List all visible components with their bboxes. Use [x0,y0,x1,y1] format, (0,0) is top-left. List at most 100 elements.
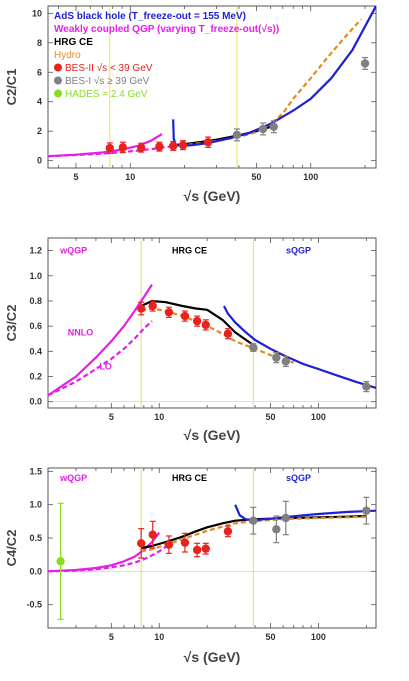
point-marker [203,138,213,147]
point-marker [56,557,65,566]
x-tick-label: 100 [311,412,326,422]
data-point-6 [201,319,210,331]
data-point-10 [281,355,291,368]
y-axis-label: C3/C2 [4,305,19,342]
y-tick-label: 0.5 [29,533,42,543]
y-tick-label: 0.8 [29,296,42,306]
point-marker [223,527,233,536]
data-point-6 [192,542,202,558]
legend-entry-6: BES-I √s ≥ 39 GeV [65,75,150,87]
legend-entry-4: Hydro [54,50,81,61]
y-tick-label: -0.5 [26,600,42,610]
point-marker [249,516,258,525]
point-marker [136,539,146,548]
legend-entry-2: Weakly coupled QGP (varying T_freeze-out… [54,24,279,35]
legend-marker-7 [54,89,62,98]
y-tick-label: 1.5 [29,466,42,476]
y-tick-label: 10 [32,8,42,18]
data-area [48,283,376,397]
point-marker [105,143,114,153]
point-marker [201,320,210,330]
x-tick-label: 5 [73,172,78,182]
data-area [48,496,376,620]
data-point-8 [249,343,258,352]
y-tick-label: 1.0 [29,271,42,281]
data-point-1 [105,142,114,154]
x-tick-label: 50 [251,172,261,182]
panel-3: 5 10 50 100 -0.5 0.0 0.5 1.0 1.5 √s (GeV) C4/C2 wQG… [4,466,377,665]
data-point-3 [137,142,146,153]
point-marker [192,545,202,555]
data-point-5 [180,532,190,553]
data-point-2 [136,528,146,559]
x-tick-label: 50 [266,412,276,422]
x-tick-label: 100 [311,632,326,642]
x-tick-label: 5 [109,412,114,422]
data-point-10 [272,515,281,544]
x-axis-label: √s (GeV) [184,649,241,665]
point-marker [249,343,258,352]
data-point-4 [180,310,190,322]
data-point-3 [148,520,157,549]
y-tick-label: 0.2 [29,372,42,382]
point-marker [164,540,174,549]
plot-frame [47,237,377,409]
panel-2: 5 10 50 100 0.0 0.2 0.4 0.6 0.8 1.0 1.2 √s (GeV) C3/… [4,237,377,443]
series-line-2 [48,541,173,573]
series-line-4 [171,18,362,148]
data-point-2 [118,141,128,154]
series-line-5 [223,305,376,389]
point-marker [281,513,291,523]
data-point-1 [136,301,146,316]
data-point-2 [148,300,157,312]
data-area [48,6,376,158]
y-tick-label: 8 [37,38,42,48]
legend-marker-6 [54,76,62,85]
annotation-1: wQGP [59,473,87,483]
legend-entry-7: HADES = 2.4 GeV [65,89,148,100]
data-point-5 [169,140,178,151]
data-point-11 [362,380,371,393]
y-tick-label: 0 [37,156,42,166]
point-marker [232,130,242,140]
point-marker [362,506,371,515]
legend-entry-3: HRG CE [54,37,93,48]
point-marker [201,544,210,553]
point-marker [137,143,146,152]
data-point-8 [223,525,233,538]
series-line-3 [140,299,254,346]
annotation-3: sQGP [286,473,311,483]
y-axis-label: C4/C2 [4,530,19,567]
data-point-10 [269,120,278,134]
point-marker [148,301,157,311]
series-line-2 [48,320,153,397]
y-tick-label: 1.0 [29,500,42,510]
x-tick-label: 100 [303,172,318,182]
point-marker [178,140,188,150]
x-axis-label: √s (GeV) [184,427,241,443]
plot-frame [47,5,377,169]
point-marker [362,382,371,391]
y-tick-label: 0.0 [29,566,42,576]
x-tick-label: 50 [266,632,276,642]
point-marker [155,142,164,151]
data-point-4 [155,141,164,152]
legend: AdS black hole (T_freeze-out = 155 MeV) W… [54,11,279,100]
point-marker [258,124,268,134]
point-marker [281,357,291,366]
series-line-2 [48,144,181,158]
y-tick-label: 0.4 [29,346,42,356]
point-marker [169,141,178,151]
annotation-4: NNLO [68,327,94,337]
legend-entry-5: BES-II √s < 39 GeV [65,62,153,74]
point-marker [272,525,281,534]
point-marker [118,143,128,152]
data-point-11 [360,56,370,70]
x-tick-label: 10 [154,412,164,422]
x-axis-label: √s (GeV) [184,188,241,204]
data-point-3 [164,306,174,318]
point-marker [223,329,233,338]
x-tick-label: 5 [109,632,114,642]
y-tick-label: 2 [37,126,42,136]
data-point-11 [281,500,291,536]
